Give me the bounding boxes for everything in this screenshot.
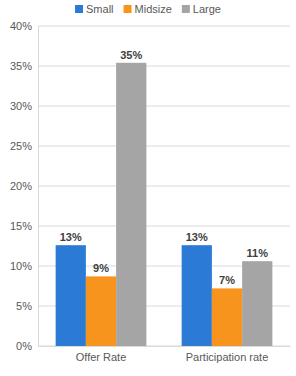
y-tick-label: 10%	[10, 260, 32, 272]
y-axis-line	[38, 27, 39, 347]
x-axis-line	[39, 346, 291, 347]
x-tick: Offer Rate	[76, 346, 127, 363]
bars	[56, 63, 273, 346]
data-label: 7%	[219, 274, 235, 286]
legend-label: Midsize	[135, 3, 172, 15]
data-label: 9%	[93, 262, 109, 274]
y-tick: 25%	[10, 140, 38, 152]
y-tick-label: 35%	[10, 60, 32, 72]
bar	[116, 63, 146, 346]
y-tick: 40%	[10, 20, 38, 32]
x-tick-label: Participation rate	[186, 351, 269, 363]
x-tick-label: Offer Rate	[76, 351, 127, 363]
bar	[182, 245, 212, 346]
legend-item: Small	[75, 3, 114, 15]
legend-swatch	[75, 5, 83, 13]
legend-swatch	[182, 5, 190, 13]
grid	[38, 26, 290, 346]
data-label: 35%	[120, 49, 142, 61]
chart: 0% 5% 10% 15% 20% 25% 30% 35% 40% Offer Rate Parti…	[0, 0, 296, 376]
y-tick-label: 40%	[10, 20, 32, 32]
legend: Small Midsize Large	[75, 3, 221, 15]
y-tick-label: 0%	[16, 340, 32, 352]
y-tick-label: 5%	[16, 300, 32, 312]
legend-item: Midsize	[124, 3, 172, 15]
bar	[86, 276, 116, 346]
bar	[242, 261, 272, 346]
legend-swatch	[124, 5, 132, 13]
y-tick-label: 20%	[10, 180, 32, 192]
y-tick-label: 25%	[10, 140, 32, 152]
y-tick: 30%	[10, 100, 38, 112]
y-tick: 5%	[16, 300, 38, 312]
bar	[56, 245, 86, 346]
x-axis: Offer Rate Participation rate	[39, 346, 291, 363]
data-label: 11%	[247, 247, 269, 259]
data-label: 13%	[186, 231, 208, 243]
y-tick-label: 30%	[10, 100, 32, 112]
data-labels: 13% 13% 9% 7% 35% 11%	[60, 49, 268, 287]
plot: 0% 5% 10% 15% 20% 25% 30% 35% 40% Offer Rate Parti…	[10, 20, 291, 363]
legend-label: Small	[86, 3, 114, 15]
x-tick: Participation rate	[186, 346, 269, 363]
y-tick: 10%	[10, 260, 38, 272]
grid-line	[38, 186, 290, 187]
grid-line	[38, 106, 290, 107]
y-tick: 20%	[10, 180, 38, 192]
y-tick-label: 15%	[10, 220, 32, 232]
grid-line	[38, 66, 290, 67]
y-tick: 15%	[10, 220, 38, 232]
data-label: 13%	[60, 231, 82, 243]
bar	[212, 288, 242, 346]
grid-line	[38, 146, 290, 147]
grid-line	[38, 226, 290, 227]
legend-item: Large	[182, 3, 221, 15]
y-tick: 0%	[16, 340, 38, 352]
y-axis: 0% 5% 10% 15% 20% 25% 30% 35% 40%	[10, 20, 39, 352]
legend-label: Large	[193, 3, 221, 15]
y-tick: 35%	[10, 60, 38, 72]
grid-line	[38, 26, 290, 27]
